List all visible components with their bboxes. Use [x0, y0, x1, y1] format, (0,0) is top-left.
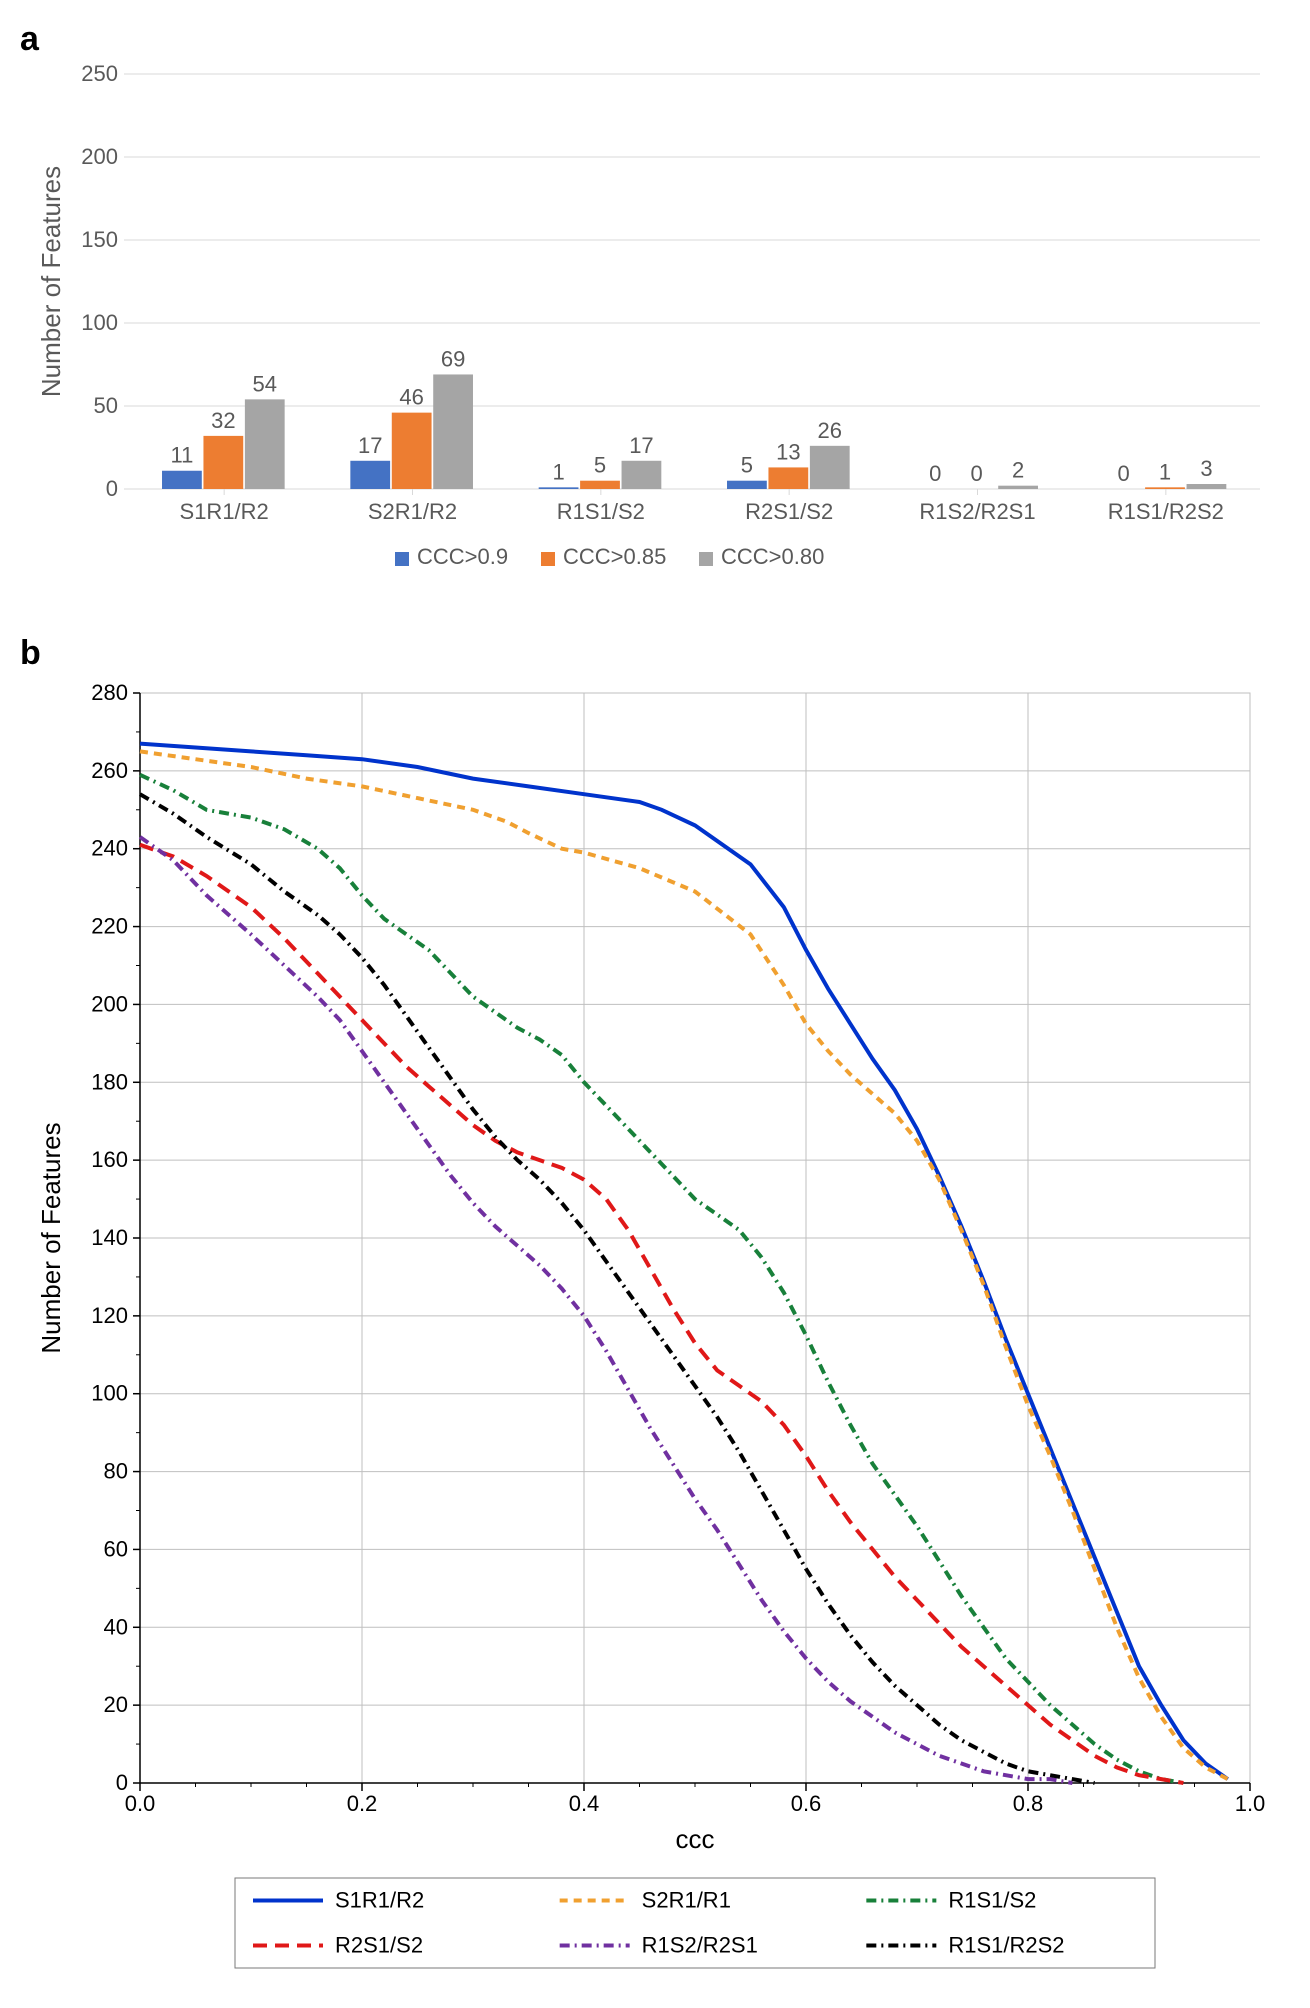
svg-text:150: 150: [81, 227, 118, 252]
bar: [392, 413, 432, 489]
svg-text:17: 17: [629, 433, 653, 458]
svg-text:54: 54: [253, 371, 277, 396]
svg-text:3: 3: [1200, 456, 1212, 481]
bar-chart-svg: 050100150200250Number of Features113254S…: [20, 59, 1290, 619]
svg-text:140: 140: [91, 1225, 128, 1250]
svg-text:11: 11: [170, 443, 193, 468]
svg-text:R2S1/S2: R2S1/S2: [745, 499, 833, 524]
series-line: [140, 751, 1228, 1779]
svg-text:0: 0: [929, 461, 941, 486]
svg-text:50: 50: [94, 393, 118, 418]
svg-text:5: 5: [741, 453, 753, 478]
svg-text:1: 1: [1159, 459, 1171, 484]
svg-text:R2S1/S2: R2S1/S2: [335, 1933, 423, 1958]
svg-text:5: 5: [594, 453, 606, 478]
svg-text:1.0: 1.0: [1235, 1791, 1266, 1816]
bar: [810, 446, 850, 489]
svg-text:R1S1/S2: R1S1/S2: [557, 499, 645, 524]
svg-text:240: 240: [91, 836, 128, 861]
panel-a-label: a: [20, 20, 1290, 59]
svg-text:Number of Features: Number of Features: [36, 166, 66, 397]
svg-text:13: 13: [776, 439, 800, 464]
svg-text:CCC>0.9: CCC>0.9: [417, 544, 508, 569]
svg-text:26: 26: [818, 418, 842, 443]
svg-text:0.2: 0.2: [347, 1791, 378, 1816]
svg-text:46: 46: [399, 385, 423, 410]
legend-swatch: [541, 552, 555, 566]
svg-text:R1S2/R2S1: R1S2/R2S1: [919, 499, 1035, 524]
svg-text:40: 40: [104, 1614, 128, 1639]
bar: [768, 467, 808, 489]
svg-text:S1R1/R2: S1R1/R2: [180, 499, 269, 524]
svg-text:CCC>0.80: CCC>0.80: [721, 544, 824, 569]
svg-text:0.0: 0.0: [125, 1791, 156, 1816]
svg-text:160: 160: [91, 1147, 128, 1172]
svg-text:0: 0: [106, 476, 118, 501]
svg-text:R1S1/S2: R1S1/S2: [948, 1888, 1036, 1913]
bar: [203, 436, 243, 489]
panel-a-chart: 050100150200250Number of Features113254S…: [20, 59, 1290, 624]
bar: [1145, 487, 1185, 489]
svg-text:260: 260: [91, 758, 128, 783]
bar: [433, 374, 473, 489]
bar: [622, 461, 662, 489]
series-line: [140, 837, 1072, 1783]
bar: [162, 471, 202, 489]
svg-text:200: 200: [81, 144, 118, 169]
panel-b-label: b: [20, 634, 1290, 673]
svg-text:0.4: 0.4: [569, 1791, 600, 1816]
bar: [580, 481, 620, 489]
svg-text:CCC>0.85: CCC>0.85: [563, 544, 666, 569]
svg-text:R1S1/R2S2: R1S1/R2S2: [1108, 499, 1224, 524]
bar: [1187, 484, 1227, 489]
svg-text:ccc: ccc: [676, 1824, 715, 1854]
svg-text:R1S2/R2S1: R1S2/R2S1: [642, 1933, 758, 1958]
svg-text:0: 0: [1117, 461, 1129, 486]
series-line: [140, 744, 1228, 1780]
svg-text:1: 1: [552, 459, 564, 484]
line-chart-svg: 0204060801001201401601802002202402602800…: [20, 673, 1290, 1983]
svg-text:180: 180: [91, 1069, 128, 1094]
svg-text:2: 2: [1012, 458, 1024, 483]
series-line: [140, 845, 1183, 1783]
svg-text:280: 280: [91, 680, 128, 705]
svg-text:R1S1/R2S2: R1S1/R2S2: [948, 1933, 1064, 1958]
svg-text:220: 220: [91, 914, 128, 939]
svg-text:80: 80: [104, 1459, 128, 1484]
svg-text:S1R1/R2: S1R1/R2: [335, 1888, 424, 1913]
svg-text:20: 20: [104, 1692, 128, 1717]
svg-text:120: 120: [91, 1303, 128, 1328]
svg-text:69: 69: [441, 346, 465, 371]
svg-text:0.8: 0.8: [1013, 1791, 1044, 1816]
figure: a 050100150200250Number of Features11325…: [20, 20, 1290, 1988]
svg-text:0: 0: [971, 461, 983, 486]
bar: [350, 461, 390, 489]
svg-text:250: 250: [81, 61, 118, 86]
bar: [539, 487, 579, 489]
bar: [245, 399, 285, 489]
svg-text:100: 100: [81, 310, 118, 335]
svg-text:Number of Features: Number of Features: [36, 1122, 66, 1353]
svg-text:32: 32: [211, 408, 235, 433]
legend-swatch: [395, 552, 409, 566]
svg-text:17: 17: [358, 433, 382, 458]
panel-b-chart: 0204060801001201401601802002202402602800…: [20, 673, 1290, 1988]
series-line: [140, 775, 1183, 1783]
bar: [727, 481, 767, 489]
svg-text:S2R1/R1: S2R1/R1: [642, 1888, 731, 1913]
svg-text:200: 200: [91, 991, 128, 1016]
svg-text:0.6: 0.6: [791, 1791, 822, 1816]
svg-text:S2R1/R2: S2R1/R2: [368, 499, 457, 524]
svg-text:60: 60: [104, 1536, 128, 1561]
bar: [998, 486, 1038, 489]
svg-text:100: 100: [91, 1381, 128, 1406]
legend-swatch: [699, 552, 713, 566]
